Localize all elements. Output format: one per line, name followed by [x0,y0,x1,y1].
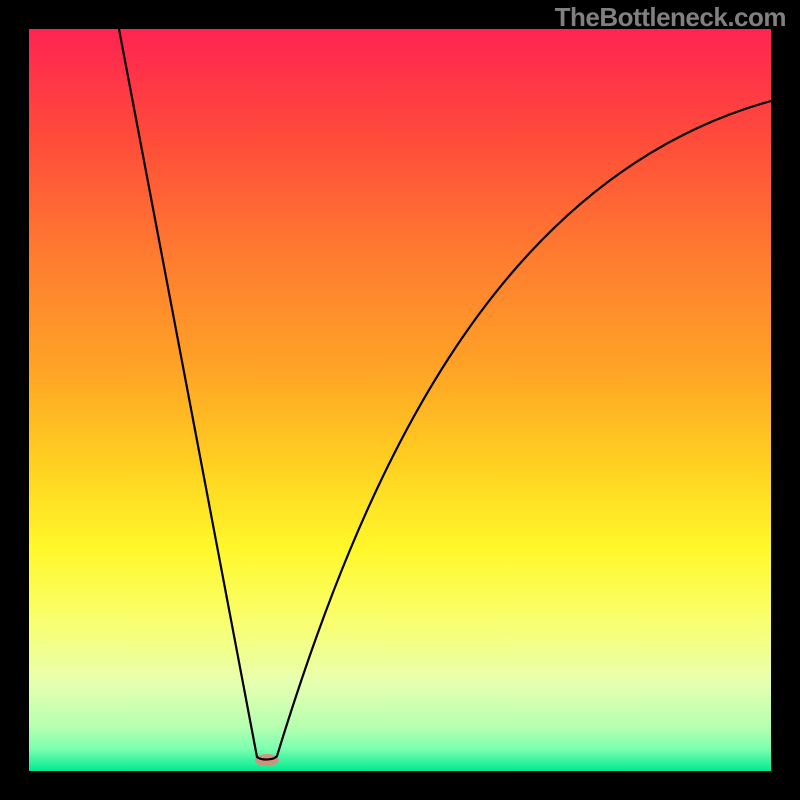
plot-area [29,29,771,771]
watermark-text: TheBottleneck.com [555,2,786,33]
chart-frame: TheBottleneck.com [0,0,800,800]
